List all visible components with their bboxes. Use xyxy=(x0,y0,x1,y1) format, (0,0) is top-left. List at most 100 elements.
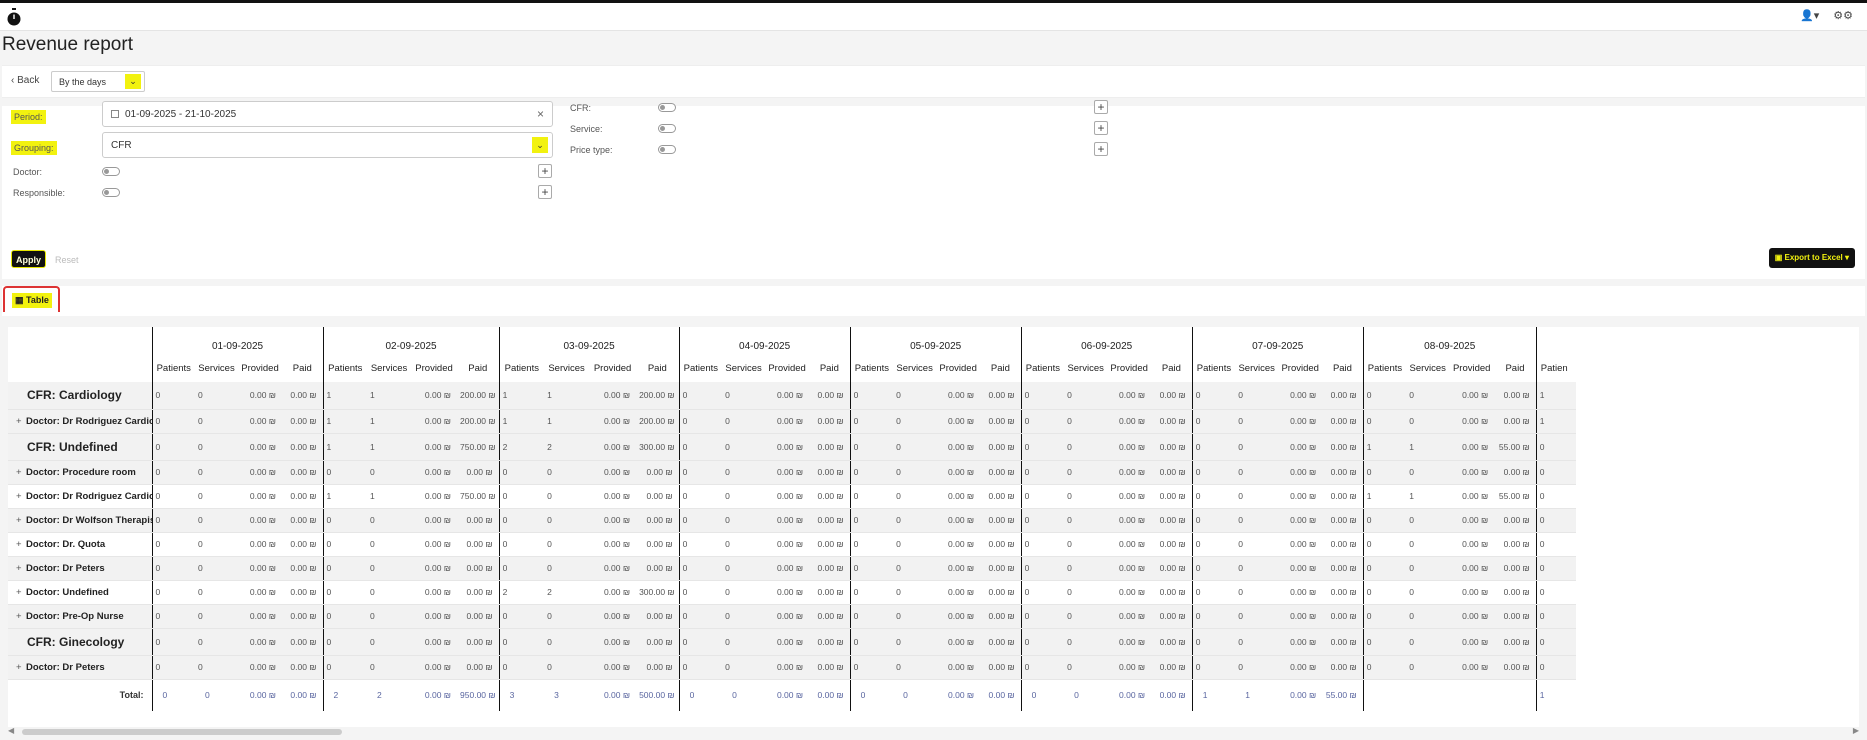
service-add-button[interactable]: + xyxy=(1094,121,1108,135)
scroll-left-icon[interactable]: ◀ xyxy=(8,726,15,735)
period-date-range-input[interactable]: 01-09-2025 - 21-10-2025 × xyxy=(102,101,553,127)
cell-paid: 0.00 ₪ xyxy=(1494,556,1537,581)
expand-plus-icon[interactable]: + xyxy=(16,562,22,574)
reset-button[interactable]: Reset xyxy=(55,255,79,265)
column-header-patients[interactable]: Patients xyxy=(498,354,545,382)
expand-plus-icon[interactable]: + xyxy=(16,661,22,673)
column-header-provided[interactable]: Provided xyxy=(939,362,977,374)
row-label[interactable]: + Doctor: Pre-Op Nurse xyxy=(8,604,152,629)
cell-provided: 0.00 ₪ xyxy=(765,655,810,680)
doctor-add-button[interactable]: + xyxy=(538,164,552,178)
cell-provided: 0.00 ₪ xyxy=(1278,508,1323,533)
cell-paid: 0.00 ₪ xyxy=(809,556,851,581)
cell-patients: 0 xyxy=(678,556,723,581)
tab-table[interactable]: ▦ Table xyxy=(3,286,60,312)
user-icon[interactable]: 👤▾ xyxy=(1800,10,1820,22)
expand-plus-icon[interactable]: + xyxy=(16,415,22,427)
column-header-patients[interactable]: Patients xyxy=(1191,354,1236,382)
column-header-provided[interactable]: Provided xyxy=(768,362,806,374)
cell-paid: 0.00 ₪ xyxy=(809,409,851,434)
doctor-toggle[interactable] xyxy=(102,167,120,176)
back-button[interactable]: ‹ Back xyxy=(11,75,39,86)
clear-icon[interactable]: × xyxy=(536,107,544,121)
column-header-patients[interactable]: Patients xyxy=(322,354,368,382)
column-header-patients[interactable]: Patients xyxy=(1362,354,1407,382)
cell-patients: 0 xyxy=(1191,433,1236,461)
price-type-add-button[interactable]: + xyxy=(1094,142,1108,156)
column-header-patients[interactable]: Patients xyxy=(1020,354,1065,382)
row-label[interactable]: + Doctor: Dr Wolfson Therapist xyxy=(8,508,152,533)
report-mode-select[interactable]: By the days ⌄ xyxy=(51,71,145,92)
row-label[interactable]: + Doctor: Dr Peters xyxy=(8,655,152,680)
cell-patients: 0 xyxy=(1191,508,1236,533)
cell-paid: 0.00 ₪ xyxy=(1322,382,1364,410)
expand-plus-icon[interactable]: + xyxy=(16,514,22,526)
row-label[interactable]: + Doctor: Dr Rodriguez Cardiologist xyxy=(8,409,152,434)
grouping-select[interactable]: CFR ⌄ xyxy=(102,132,553,158)
row-label[interactable]: + Doctor: Procedure room xyxy=(8,460,152,485)
column-header-services[interactable]: Services xyxy=(548,362,585,374)
column-header-services[interactable]: Services xyxy=(725,362,762,374)
expand-plus-icon[interactable]: + xyxy=(16,586,22,598)
horizontal-scrollbar[interactable]: ◀ ▶ xyxy=(8,726,1859,735)
revenue-table-container[interactable]: 01-09-2025 02-09-2025 03-09-2025 04-09-2025… xyxy=(8,327,1859,727)
cell-patients: 0 xyxy=(498,532,545,557)
cell-provided: 0.00 ₪ xyxy=(1278,382,1323,410)
column-header-services[interactable]: Services xyxy=(1409,362,1446,374)
expand-plus-icon[interactable]: + xyxy=(16,466,22,478)
cell-services: 0 xyxy=(893,409,937,434)
export-to-excel-button[interactable]: ▣ Export to Excel ▾ xyxy=(1768,248,1855,268)
chevron-down-icon[interactable]: ⌄ xyxy=(532,137,548,153)
group-row: CFR: Undefined 0 0 0.00 ₪ 0.00 ₪ 1 1 0.00 ₪ 750.… xyxy=(8,433,1577,461)
cell-services: 0 xyxy=(893,556,937,581)
responsible-add-button[interactable]: + xyxy=(538,185,552,199)
column-header-services[interactable]: Services xyxy=(1238,362,1275,374)
row-label[interactable]: + Doctor: Undefined xyxy=(8,580,152,605)
column-header-paid[interactable]: Paid xyxy=(1505,362,1525,374)
column-header-services[interactable]: Services xyxy=(370,362,408,374)
expand-plus-icon[interactable]: + xyxy=(16,610,22,622)
row-label[interactable]: + Doctor: Dr Peters xyxy=(8,556,152,581)
settings-icon[interactable]: ⚙⚙ xyxy=(1833,10,1853,22)
cell-paid: 200.00 ₪ xyxy=(636,409,680,434)
column-header-services[interactable]: Services xyxy=(896,362,933,374)
column-header-provided[interactable]: Provided xyxy=(1281,362,1319,374)
row-label[interactable]: + Doctor: Dr. Quota xyxy=(8,532,152,557)
scrollbar-thumb[interactable] xyxy=(22,729,342,735)
column-header-paid[interactable]: Paid xyxy=(1161,362,1181,374)
service-toggle[interactable] xyxy=(658,124,676,133)
cell-provided: 0.00 ₪ xyxy=(1107,484,1152,509)
column-header-paid[interactable]: Paid xyxy=(292,362,312,374)
column-header-provided[interactable]: Provided xyxy=(241,362,279,374)
expand-plus-icon[interactable]: + xyxy=(16,538,22,550)
column-header-services[interactable]: Services xyxy=(198,362,235,374)
apply-button[interactable]: Apply xyxy=(11,250,46,268)
expand-plus-icon[interactable]: + xyxy=(16,490,22,502)
column-header-services[interactable]: Services xyxy=(1067,362,1104,374)
column-header-provided[interactable]: Provided xyxy=(1110,362,1148,374)
column-header-patients[interactable]: Patients xyxy=(849,354,894,382)
date-header: 01-09-2025 xyxy=(151,327,324,354)
column-header-provided[interactable]: Provided xyxy=(593,362,632,374)
cfr-toggle[interactable] xyxy=(658,103,676,112)
stopwatch-logo-icon[interactable] xyxy=(6,8,22,26)
cfr-add-button[interactable]: + xyxy=(1094,100,1108,114)
price-type-toggle[interactable] xyxy=(658,145,676,154)
responsible-toggle[interactable] xyxy=(102,188,120,197)
column-header-patients[interactable]: Patients xyxy=(678,354,723,382)
column-header-paid[interactable]: Paid xyxy=(990,362,1010,374)
cell-paid: 0.00 ₪ xyxy=(1322,556,1364,581)
column-header-paid[interactable]: Paid xyxy=(1332,362,1352,374)
column-header-provided[interactable]: Provided xyxy=(1452,362,1491,374)
column-header-patients[interactable]: Patients xyxy=(151,354,195,382)
row-label[interactable]: + Doctor: Dr Rodriguez Cardiologist xyxy=(8,484,152,509)
cell-services: 0 xyxy=(1235,532,1279,557)
column-header-paid[interactable]: Paid xyxy=(819,362,839,374)
column-header-paid[interactable]: Paid xyxy=(647,362,667,374)
chevron-down-icon[interactable]: ⌄ xyxy=(125,74,141,89)
column-header-provided[interactable]: Provided xyxy=(415,362,453,374)
column-header-paid[interactable]: Paid xyxy=(468,362,488,374)
cell-patients: 1 xyxy=(322,484,368,509)
scroll-right-icon[interactable]: ▶ xyxy=(1852,726,1859,735)
cell-provided: 0.00 ₪ xyxy=(411,628,458,656)
